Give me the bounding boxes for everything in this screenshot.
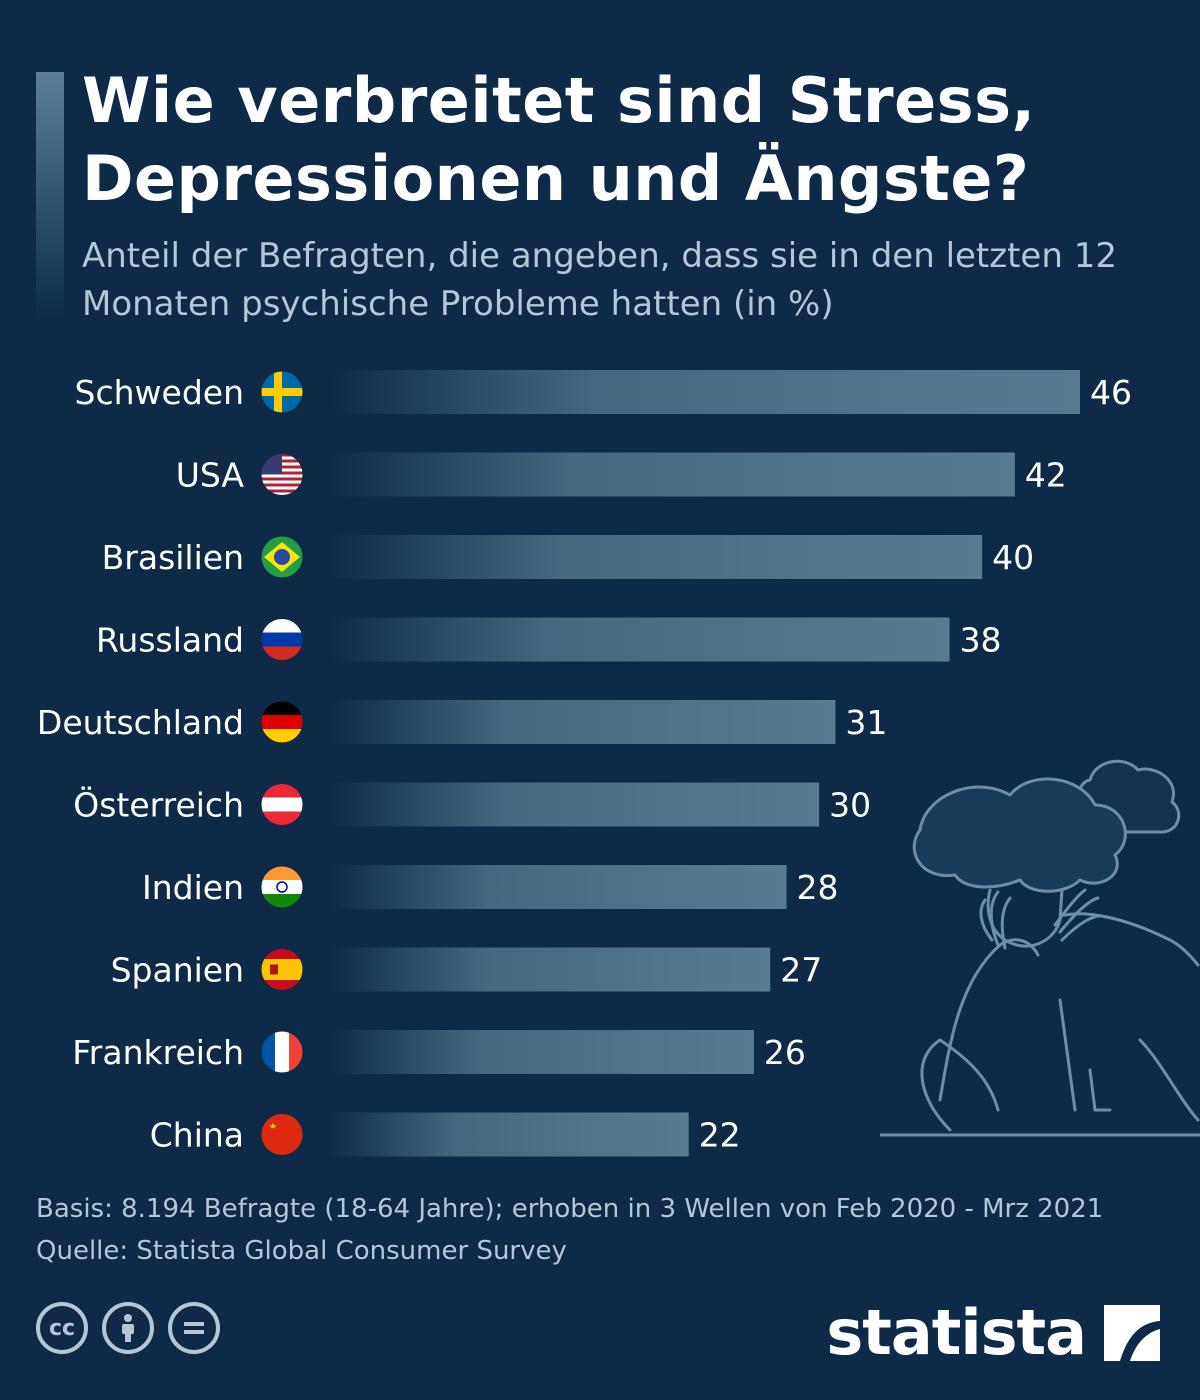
bar-row: Schweden 46 [75, 370, 1132, 414]
value-label: 31 [845, 703, 887, 742]
bar [330, 782, 820, 827]
china-flag-icon [260, 1113, 304, 1156]
value-label: 26 [764, 1033, 806, 1072]
germany-flag-icon [260, 700, 304, 744]
value-label: 40 [992, 538, 1034, 577]
bar [330, 700, 836, 744]
stressed-person-illustration [880, 759, 1200, 1137]
bar-row: Indien 28 [142, 865, 839, 909]
category-label: Russland [96, 621, 244, 660]
category-label: Indien [142, 868, 244, 907]
sweden-flag-icon [260, 370, 304, 414]
spain-flag-icon [260, 948, 304, 991]
statista-brand[interactable]: statista [826, 1296, 1164, 1369]
category-label: China [150, 1116, 244, 1155]
bar-row: Frankreich 26 [72, 1030, 806, 1074]
page-title: Wie verbreitet sind Stress, Depressionen… [82, 64, 1036, 215]
austria-flag-icon [260, 783, 304, 826]
attribution-icon[interactable] [102, 1302, 154, 1354]
value-label: 30 [829, 786, 871, 825]
source-note: Quelle: Statista Global Consumer Survey [36, 1236, 567, 1266]
india-flag-icon [260, 865, 304, 909]
bar-row: USA 42 [176, 452, 1067, 497]
bar [330, 947, 771, 992]
bar [330, 1030, 754, 1074]
statista-logo-icon [1104, 1304, 1160, 1361]
bar-row: Brasilien 40 [102, 535, 1034, 579]
bar-row: Russland 38 [96, 617, 1002, 662]
category-label: Frankreich [72, 1033, 244, 1072]
category-label: Deutschland [37, 703, 244, 742]
category-label: Brasilien [102, 538, 244, 577]
brazil-flag-icon [260, 535, 304, 579]
title-accent-bar [36, 72, 64, 320]
bar [330, 452, 1015, 497]
brand-name: statista [826, 1296, 1087, 1369]
value-label: 27 [780, 951, 822, 990]
category-label: Österreich [73, 785, 244, 825]
no-derivatives-icon[interactable] [168, 1302, 220, 1354]
value-label: 28 [797, 868, 839, 907]
category-label: USA [176, 456, 245, 495]
bar [330, 1112, 689, 1157]
bar [330, 617, 950, 662]
bar-chart: Schweden 46 USA 42 Brasilien 40 Russland 38 Deut… [37, 370, 1132, 1157]
license-icons: cc [36, 1302, 220, 1354]
bar [330, 535, 983, 579]
bar-row: Österreich 30 [73, 782, 871, 827]
bar-row: China 22 [150, 1112, 741, 1157]
france-flag-icon [260, 1030, 304, 1074]
cc-icon[interactable]: cc [36, 1302, 88, 1354]
bar-row: Spanien 27 [111, 947, 822, 992]
value-label: 38 [960, 621, 1002, 660]
bar [330, 370, 1080, 414]
value-label: 22 [699, 1116, 741, 1155]
bar-row: Deutschland 31 [37, 700, 887, 744]
usa-flag-icon [260, 453, 304, 496]
category-label: Spanien [111, 951, 244, 990]
basis-note: Basis: 8.194 Befragte (18-64 Jahre); erh… [36, 1194, 1104, 1224]
russia-flag-icon [260, 618, 304, 661]
category-label: Schweden [75, 373, 244, 412]
value-label: 46 [1090, 373, 1132, 412]
bar [330, 865, 787, 909]
page-subtitle: Anteil der Befragten, die angeben, dass … [82, 236, 1117, 324]
value-label: 42 [1025, 456, 1067, 495]
